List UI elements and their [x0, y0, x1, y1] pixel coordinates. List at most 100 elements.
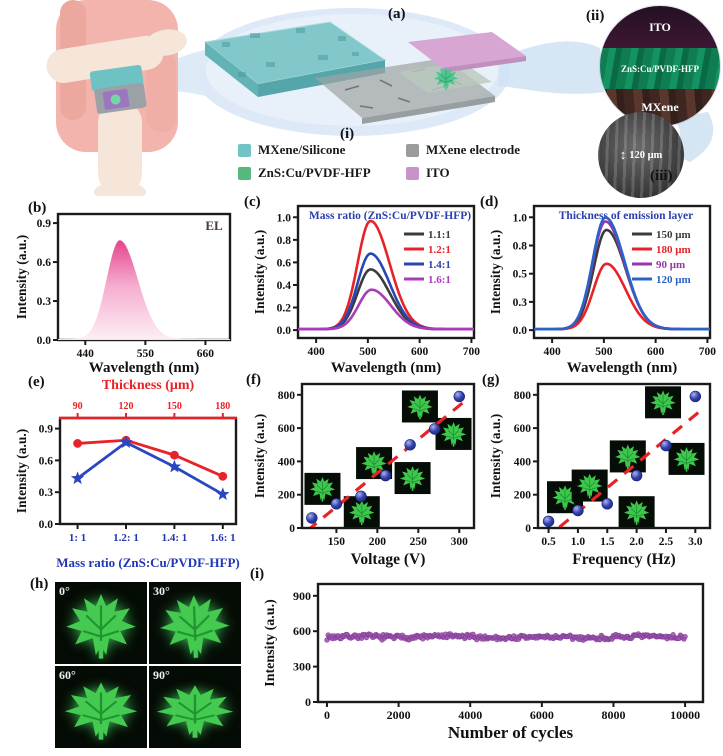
- svg-text:200: 200: [278, 490, 296, 502]
- svg-text:0.5: 0.5: [541, 536, 556, 548]
- legend-swatch: [238, 143, 251, 157]
- svg-text:8000: 8000: [601, 708, 625, 722]
- svg-text:1.4: 1: 1.4: 1: [162, 532, 188, 544]
- legend-item: ITO: [406, 165, 556, 181]
- svg-text:600: 600: [647, 346, 665, 358]
- svg-text:1.4:1: 1.4:1: [428, 259, 451, 271]
- svg-text:300: 300: [451, 536, 469, 548]
- svg-text:Mass ratio (ZnS:Cu/PVDF-HFP): Mass ratio (ZnS:Cu/PVDF-HFP): [309, 210, 471, 222]
- panel-label-i: (i): [250, 566, 265, 582]
- svg-text:2.0: 2.0: [629, 536, 644, 548]
- svg-text:0.9: 0.9: [39, 424, 54, 436]
- svg-text:150: 150: [167, 401, 182, 412]
- svg-text:0.4: 0.4: [277, 280, 292, 292]
- chart-c-mass-ratio-spectra: 400 500 600 700 0.0 0.2 0.4 0.6 0.8 1.0 Wavelength…: [252, 198, 482, 381]
- chart-b-el-spectrum: 440 550 660 0.0 0.3 0.6 0.9 Wavelength (nm) Inte…: [14, 204, 242, 381]
- schematic-label-i: (i): [340, 126, 355, 142]
- svg-text:0.8: 0.8: [513, 240, 528, 252]
- svg-text:3.0: 3.0: [688, 536, 703, 548]
- panel-h-angle-photos: 0° 30° 60° 90°: [55, 582, 241, 748]
- svg-text:600: 600: [293, 624, 311, 638]
- svg-text:0.9: 0.9: [37, 218, 52, 230]
- schematic-legend: MXene/Silicone MXene electrode ZnS:Cu/PV…: [238, 142, 556, 181]
- svg-text:120 μm: 120 μm: [656, 274, 691, 286]
- svg-text:0.6: 0.6: [277, 257, 292, 269]
- svg-text:Thickness of emission layer: Thickness of emission layer: [559, 210, 694, 222]
- svg-text:0: 0: [525, 523, 531, 535]
- svg-text:0.3: 0.3: [37, 296, 52, 308]
- panel-label-a: (a): [388, 6, 406, 22]
- svg-text:0.3: 0.3: [39, 487, 54, 499]
- chart-i-cycles: 0 2000 4000 6000 8000 10000 0 300 600 900 Number o…: [262, 574, 717, 747]
- panel-label-g: (g): [482, 372, 500, 388]
- svg-text:600: 600: [411, 346, 429, 358]
- panel-label-c: (c): [244, 194, 261, 210]
- svg-text:Intensity (a.u.): Intensity (a.u.): [488, 414, 503, 498]
- svg-text:Voltage (V): Voltage (V): [351, 551, 426, 568]
- svg-text:1.2: 1: 1.2: 1: [113, 532, 139, 544]
- svg-text:600: 600: [514, 423, 532, 435]
- svg-text:Frequency (Hz): Frequency (Hz): [572, 551, 675, 568]
- svg-text:1.0: 1.0: [277, 212, 292, 224]
- svg-text:Intensity (a.u.): Intensity (a.u.): [252, 230, 267, 314]
- svg-text:600: 600: [278, 423, 296, 435]
- svg-text:0.6: 0.6: [39, 455, 54, 467]
- svg-text:120: 120: [119, 401, 134, 412]
- legend-swatch: [406, 143, 419, 157]
- svg-text:1.0: 1.0: [513, 212, 528, 224]
- svg-text:2.5: 2.5: [659, 536, 674, 548]
- legend-item: MXene/Silicone: [238, 142, 406, 158]
- svg-text:200: 200: [369, 536, 387, 548]
- svg-text:0.0: 0.0: [37, 335, 52, 347]
- panel-label-e: (e): [28, 374, 45, 390]
- wrist-el-device: [89, 64, 147, 114]
- cross-section-sem-image: ITO ZnS:Cu/PVDF-HFP MXene: [600, 6, 720, 126]
- legend-item: ZnS:Cu/PVDF-HFP: [238, 165, 406, 181]
- svg-text:400: 400: [543, 346, 561, 358]
- svg-text:400: 400: [514, 456, 532, 468]
- svg-text:440: 440: [77, 348, 95, 360]
- svg-text:Intensity (a.u.): Intensity (a.u.): [263, 599, 278, 687]
- layer-ito: [408, 32, 526, 68]
- svg-text:180: 180: [215, 401, 230, 412]
- svg-text:0: 0: [289, 523, 295, 535]
- svg-text:1.6: 1: 1.6: 1: [210, 532, 236, 544]
- schematic-label-ii: (ii): [586, 8, 605, 24]
- svg-text:4000: 4000: [458, 708, 482, 722]
- svg-text:1.2:1: 1.2:1: [428, 244, 451, 256]
- svg-text:1.1:1: 1.1:1: [428, 229, 451, 241]
- person-illustration: [46, 0, 187, 202]
- svg-text:400: 400: [278, 456, 296, 468]
- svg-text:400: 400: [307, 346, 325, 358]
- svg-text:800: 800: [278, 390, 296, 402]
- svg-text:6000: 6000: [530, 708, 554, 722]
- svg-text:Wavelength (nm): Wavelength (nm): [567, 360, 677, 376]
- svg-text:Wavelength (nm): Wavelength (nm): [331, 360, 441, 376]
- svg-text:700: 700: [699, 346, 717, 358]
- svg-text:500: 500: [359, 346, 377, 358]
- svg-text:0: 0: [324, 708, 330, 722]
- svg-text:0.0: 0.0: [277, 325, 292, 337]
- svg-text:250: 250: [410, 536, 428, 548]
- svg-text:2000: 2000: [387, 708, 411, 722]
- legend-item: MXene electrode: [406, 142, 556, 158]
- svg-text:1.5: 1.5: [600, 536, 615, 548]
- legend-swatch: [406, 166, 419, 180]
- svg-text:500: 500: [595, 346, 613, 358]
- svg-text:0.0: 0.0: [39, 519, 54, 531]
- panel-label-b: (b): [28, 200, 47, 216]
- svg-text:Wavelength (nm): Wavelength (nm): [89, 360, 199, 376]
- legend-swatch: [238, 166, 251, 180]
- svg-text:Intensity (a.u.): Intensity (a.u.): [14, 429, 29, 513]
- svg-text:200: 200: [514, 490, 532, 502]
- leaf-pattern-icon: [433, 66, 459, 91]
- chart-e-dual-axis: 0.0 0.3 0.6 0.9 Intensity (a.u.) 90 1: 1 120 1.2…: [14, 376, 246, 577]
- svg-text:0.3: 0.3: [513, 297, 528, 309]
- svg-text:Thickness (μm): Thickness (μm): [102, 378, 195, 393]
- chart-g-frequency: 0.5 1.0 1.5 2.0 2.5 3.0 0 200 400 600 800 Frequency…: [488, 376, 718, 573]
- sem-thickness-image: ↕ 120 μm: [598, 112, 684, 198]
- svg-text:660: 660: [197, 348, 215, 360]
- svg-text:550: 550: [137, 348, 155, 360]
- svg-text:0.2: 0.2: [277, 303, 292, 315]
- sem-scale-label: 120 μm: [629, 149, 663, 161]
